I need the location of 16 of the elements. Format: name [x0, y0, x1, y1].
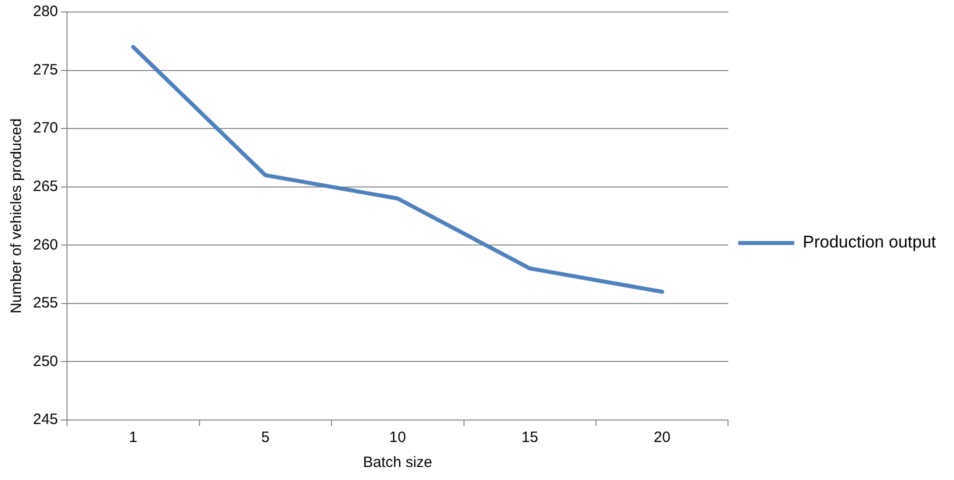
y-tick-label: 250 — [32, 352, 58, 370]
y-tick-label: 275 — [32, 61, 58, 78]
y-axis-title: Number of vehicles produced — [8, 118, 26, 314]
y-tick-label: 270 — [32, 120, 58, 137]
x-axis-title: Batch size — [363, 454, 432, 472]
y-tick-label: 280 — [32, 3, 58, 20]
y-tick-label: 255 — [32, 294, 58, 312]
y-tick-label: 245 — [32, 411, 58, 428]
x-tick-label: 5 — [261, 429, 270, 446]
x-tick-label: 15 — [522, 429, 538, 446]
y-tick-label: 260 — [32, 236, 58, 254]
y-tick-label: 265 — [32, 178, 58, 195]
x-tick-label: 10 — [389, 429, 406, 446]
x-tick-label: 20 — [654, 429, 670, 446]
legend-label: Production output — [802, 232, 936, 252]
x-tick-label: 1 — [128, 429, 138, 446]
